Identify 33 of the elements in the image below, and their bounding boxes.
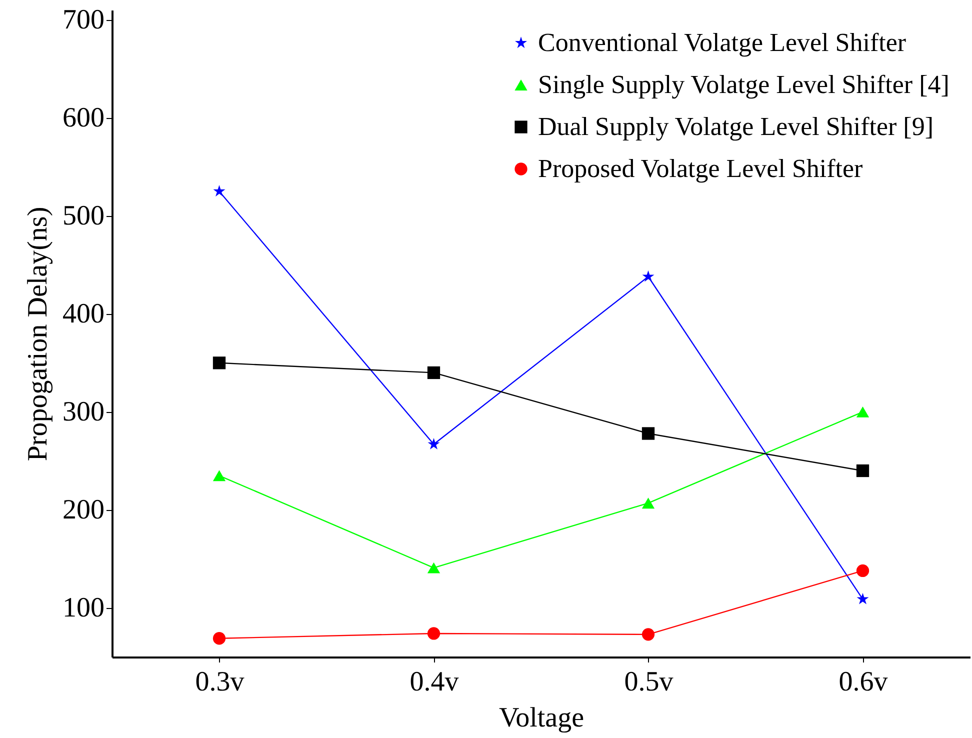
x-axis-title: Voltage (498, 702, 584, 734)
point (642, 628, 655, 641)
point (212, 632, 226, 645)
y-tick-label: 200 (62, 494, 104, 526)
point (856, 464, 870, 478)
point (856, 406, 870, 418)
y-tick-label: 500 (62, 200, 104, 232)
legend-label: Proposed Volatge Level Shifter (538, 154, 864, 183)
x-tick-label: 0.4v (410, 666, 459, 698)
point (212, 470, 226, 482)
point (427, 366, 440, 380)
point (856, 592, 869, 604)
y-tick-label: 700 (62, 4, 104, 36)
y-axis-title: Propogation Delay(ns) (22, 206, 54, 462)
point (427, 627, 440, 640)
y-tick-label: 600 (62, 102, 104, 134)
y-tick-label: 400 (62, 298, 104, 330)
legend-label: Dual Supply Volatge Level Shifter [9] (538, 112, 934, 141)
x-tick-label: 0.3v (195, 666, 244, 698)
point (642, 270, 654, 282)
x-tick-label: 0.5v (624, 666, 674, 698)
point (213, 185, 226, 196)
y-tick-label: 100 (62, 592, 104, 624)
point (428, 438, 440, 450)
point (856, 564, 870, 578)
point (642, 427, 655, 440)
point (642, 498, 655, 509)
legend-label: Conventional Volatge Level Shifter (538, 28, 906, 57)
point (427, 562, 440, 574)
point (212, 356, 226, 370)
legend-label: Single Supply Volatge Level Shifter [4] (538, 70, 950, 99)
y-tick-label: 300 (62, 396, 104, 428)
x-tick-label: 0.6v (838, 666, 888, 698)
